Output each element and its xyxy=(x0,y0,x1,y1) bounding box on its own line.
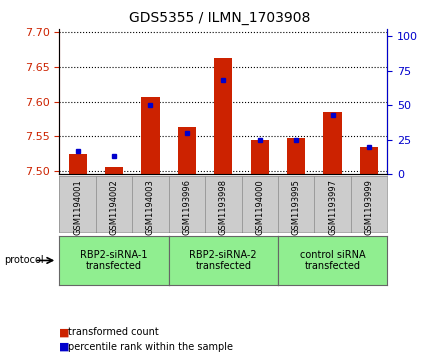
Text: ■: ■ xyxy=(59,327,70,337)
Text: RBP2-siRNA-2
transfected: RBP2-siRNA-2 transfected xyxy=(190,250,257,271)
Bar xyxy=(214,58,232,174)
Text: protocol: protocol xyxy=(4,256,44,265)
Text: RBP2-siRNA-1
transfected: RBP2-siRNA-1 transfected xyxy=(80,250,148,271)
Text: GSM1193999: GSM1193999 xyxy=(364,179,374,235)
Text: GSM1194001: GSM1194001 xyxy=(73,179,82,234)
Bar xyxy=(251,140,269,174)
Text: ■: ■ xyxy=(59,342,70,352)
Text: GSM1194000: GSM1194000 xyxy=(255,179,264,234)
Bar xyxy=(178,127,196,174)
Text: percentile rank within the sample: percentile rank within the sample xyxy=(68,342,233,352)
Text: control siRNA
transfected: control siRNA transfected xyxy=(300,250,365,271)
Text: transformed count: transformed count xyxy=(68,327,159,337)
Bar xyxy=(69,154,87,174)
Bar xyxy=(105,167,123,174)
Text: GSM1193997: GSM1193997 xyxy=(328,179,337,235)
Bar xyxy=(141,97,160,174)
Text: GSM1194003: GSM1194003 xyxy=(146,179,155,235)
Text: GDS5355 / ILMN_1703908: GDS5355 / ILMN_1703908 xyxy=(129,11,311,25)
Text: GSM1193995: GSM1193995 xyxy=(292,179,301,235)
Text: GSM1193998: GSM1193998 xyxy=(219,179,228,235)
Bar xyxy=(287,138,305,174)
Bar xyxy=(323,112,342,174)
Text: GSM1193996: GSM1193996 xyxy=(182,179,191,235)
Bar xyxy=(360,147,378,174)
Text: GSM1194002: GSM1194002 xyxy=(110,179,118,234)
